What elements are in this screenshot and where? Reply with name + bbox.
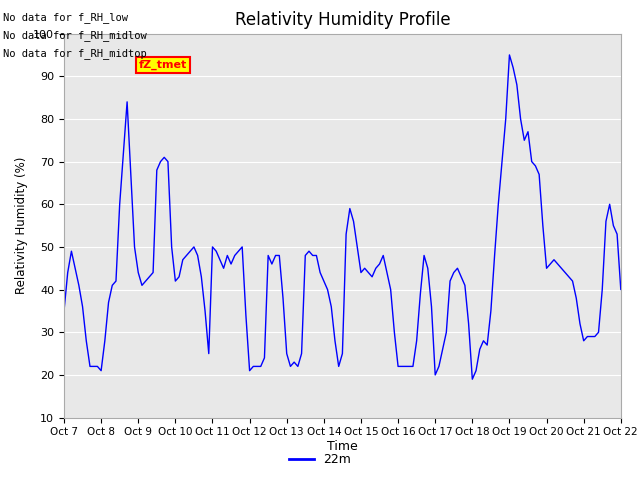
Legend: 22m: 22m — [284, 448, 356, 471]
Y-axis label: Relativity Humidity (%): Relativity Humidity (%) — [15, 157, 28, 294]
Text: No data for f_RH_midtop: No data for f_RH_midtop — [3, 48, 147, 60]
Text: No data for f_RH_midlow: No data for f_RH_midlow — [3, 30, 147, 41]
Text: fZ_tmet: fZ_tmet — [139, 60, 188, 71]
Text: No data for f_RH_low: No data for f_RH_low — [3, 12, 128, 23]
Title: Relativity Humidity Profile: Relativity Humidity Profile — [235, 11, 450, 29]
X-axis label: Time: Time — [327, 440, 358, 453]
